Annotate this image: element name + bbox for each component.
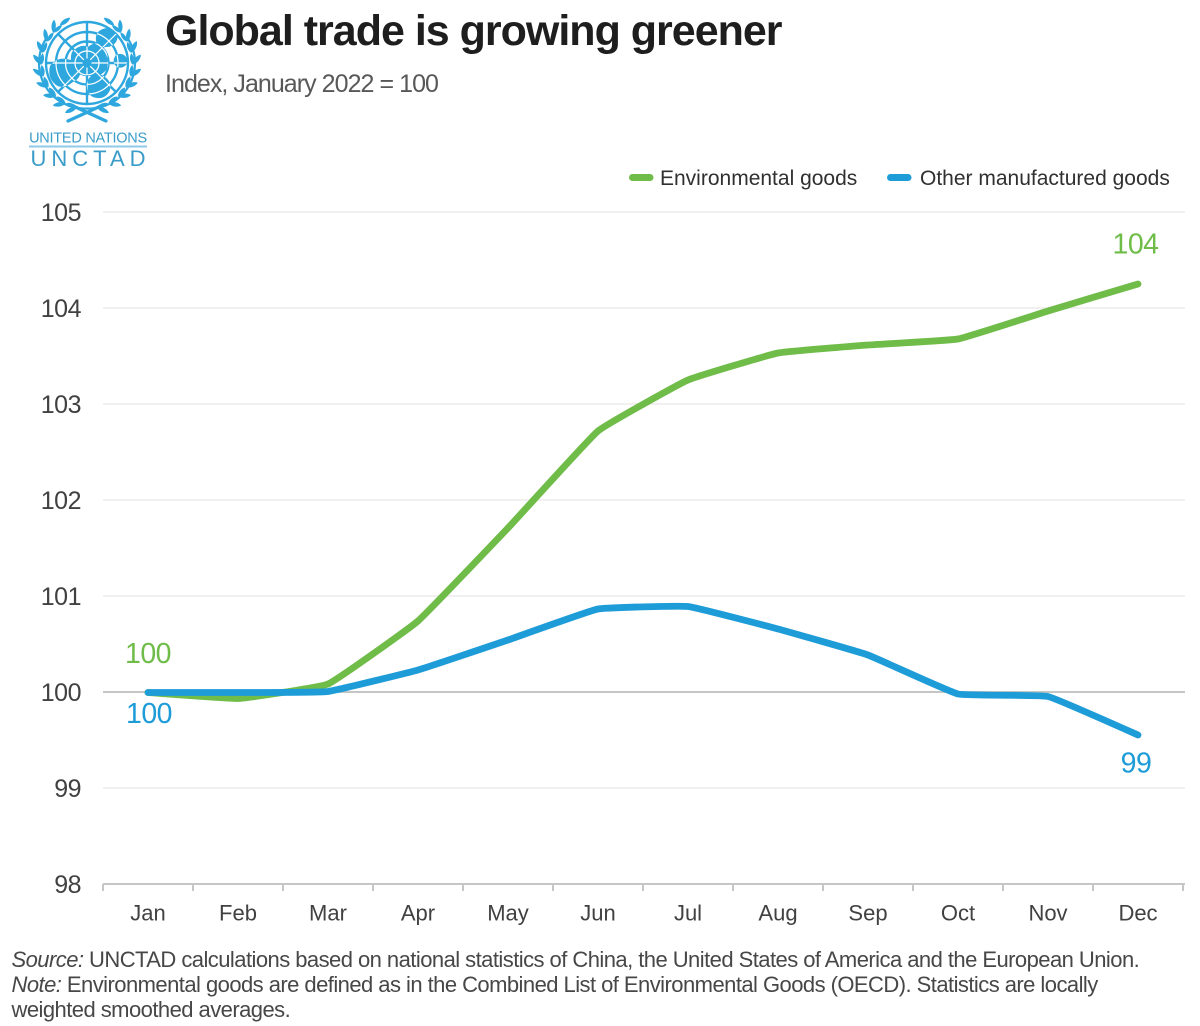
- svg-text:Other manufactured goods: Other manufactured goods: [920, 167, 1170, 190]
- svg-text:101: 101: [41, 583, 81, 611]
- svg-text:102: 102: [41, 487, 81, 515]
- svg-text:104: 104: [1112, 229, 1159, 261]
- svg-text:98: 98: [54, 871, 81, 899]
- svg-text:100: 100: [41, 679, 81, 707]
- svg-text:UNITED NATIONS: UNITED NATIONS: [29, 131, 147, 147]
- svg-text:99: 99: [54, 775, 81, 803]
- svg-text:100: 100: [126, 698, 172, 730]
- svg-text:Aug: Aug: [758, 901, 797, 926]
- svg-text:Oct: Oct: [941, 901, 975, 926]
- svg-text:105: 105: [41, 199, 81, 227]
- svg-text:Nov: Nov: [1028, 901, 1067, 926]
- svg-text:Mar: Mar: [309, 901, 347, 926]
- svg-text:Jul: Jul: [674, 901, 702, 926]
- svg-text:Dec: Dec: [1118, 901, 1157, 926]
- svg-text:Apr: Apr: [401, 901, 435, 926]
- svg-text:May: May: [487, 901, 529, 926]
- svg-text:100: 100: [125, 638, 171, 670]
- svg-text:UNCTAD: UNCTAD: [30, 146, 150, 171]
- svg-text:103: 103: [41, 391, 81, 419]
- svg-text:99: 99: [1121, 748, 1152, 780]
- svg-text:Jan: Jan: [130, 901, 165, 926]
- svg-text:Environmental goods: Environmental goods: [660, 167, 857, 190]
- svg-text:Jun: Jun: [580, 901, 615, 926]
- svg-text:Sep: Sep: [848, 901, 887, 926]
- svg-text:Feb: Feb: [219, 901, 257, 926]
- svg-text:104: 104: [41, 295, 82, 323]
